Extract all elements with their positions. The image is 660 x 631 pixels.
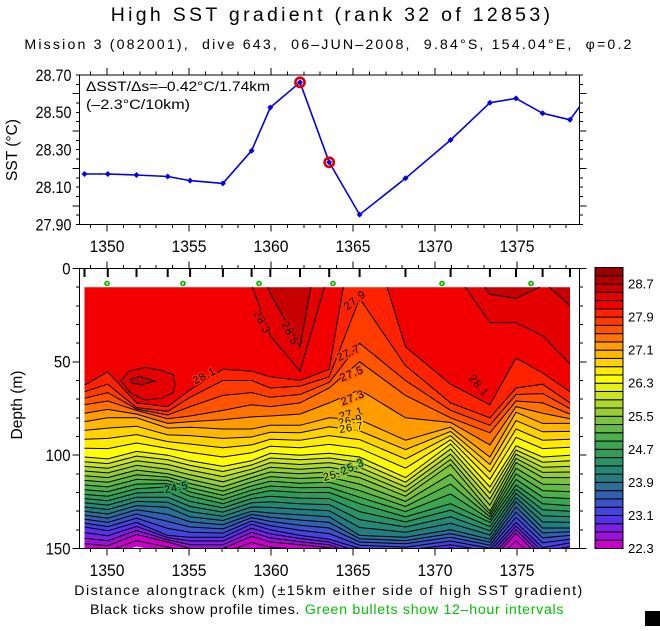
- svg-text:22.3: 22.3: [628, 541, 654, 556]
- svg-text:28.50: 28.50: [36, 104, 72, 122]
- svg-text:50: 50: [54, 354, 71, 372]
- svg-text:28.70: 28.70: [36, 67, 72, 85]
- svg-text:Distance alongtrack (km) (±15k: Distance alongtrack (km) (±15km either s…: [74, 583, 583, 599]
- svg-text:23.9: 23.9: [628, 475, 654, 490]
- svg-text:(–2.3°C/10km): (–2.3°C/10km): [86, 97, 190, 112]
- svg-text:1355: 1355: [172, 562, 207, 580]
- svg-text:1365: 1365: [336, 238, 371, 256]
- svg-text:26.3: 26.3: [628, 376, 654, 391]
- svg-text:0: 0: [62, 260, 70, 278]
- svg-text:28.10: 28.10: [36, 179, 72, 197]
- svg-text:High SST gradient (rank 32 of: High SST gradient (rank 32 of 12853): [111, 4, 554, 26]
- svg-text:Depth (m): Depth (m): [9, 371, 26, 440]
- svg-text:26.9: 26.9: [337, 413, 364, 430]
- svg-text:23.1: 23.1: [628, 508, 654, 523]
- svg-text:27.9: 27.9: [628, 310, 654, 325]
- svg-text:Black ticks show profile times: Black ticks show profile times. Green bu…: [90, 602, 564, 618]
- svg-text:26.7: 26.7: [338, 420, 364, 436]
- svg-text:27.90: 27.90: [36, 216, 72, 234]
- svg-text:28.30: 28.30: [36, 142, 72, 160]
- svg-text:1360: 1360: [254, 238, 289, 256]
- svg-text:100: 100: [46, 447, 71, 465]
- svg-text:28.7: 28.7: [628, 277, 654, 292]
- svg-text:Mission 3 (082001), dive 643,: Mission 3 (082001), dive 643, 06–JUN–200…: [24, 37, 633, 53]
- svg-text:1365: 1365: [336, 562, 371, 580]
- svg-text:27.1: 27.1: [628, 343, 654, 358]
- svg-text:1350: 1350: [90, 562, 125, 580]
- svg-text:1360: 1360: [254, 562, 289, 580]
- svg-text:1355: 1355: [172, 238, 207, 256]
- svg-text:24.7: 24.7: [628, 442, 654, 457]
- svg-text:1370: 1370: [418, 238, 453, 256]
- svg-text:1370: 1370: [418, 562, 453, 580]
- svg-text:26.7: 26.7: [338, 420, 364, 436]
- svg-text:25.5: 25.5: [628, 409, 654, 424]
- svg-text:1375: 1375: [500, 562, 535, 580]
- svg-text:ΔSST/Δs=–0.42°C/1.74km: ΔSST/Δs=–0.42°C/1.74km: [86, 79, 270, 94]
- svg-text:1375: 1375: [500, 238, 535, 256]
- svg-text:SST (°C): SST (°C): [4, 119, 21, 181]
- svg-text:1350: 1350: [90, 238, 125, 256]
- svg-text:24.5: 24.5: [163, 480, 190, 497]
- svg-text:150: 150: [46, 540, 71, 558]
